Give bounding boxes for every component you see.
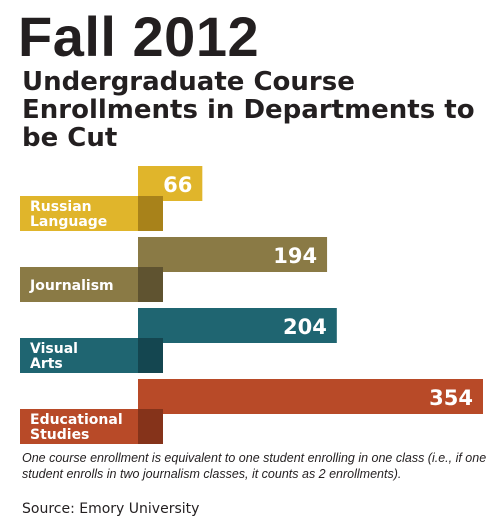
- category-label: Journalism: [29, 278, 114, 294]
- footnote: One course enrollment is equivalent to o…: [22, 451, 487, 481]
- bar: [138, 379, 483, 414]
- category-label-line: Language: [30, 214, 107, 230]
- bar: [138, 308, 337, 343]
- category-label: Visual Arts: [30, 341, 78, 372]
- bar: [138, 237, 328, 272]
- data-label: 66: [163, 173, 192, 197]
- bar-group: 194 Journalism: [20, 237, 328, 302]
- source-credit: Source: Emory University: [22, 501, 200, 517]
- category-label: Russian Language: [30, 199, 107, 230]
- data-label: 194: [273, 244, 317, 268]
- chart-subtitle: Undergraduate Course Enrollments in Depa…: [22, 67, 475, 153]
- category-label-line: Russian: [30, 199, 92, 215]
- bar-group: 354 Educational Studies: [20, 379, 483, 444]
- category-label-line: Visual: [30, 341, 78, 357]
- category-label-line: Educational: [30, 412, 123, 428]
- bar-chart: 66 Russian Language 194 Journalism 204 Visual A…: [20, 166, 483, 444]
- data-label: 354: [429, 386, 473, 410]
- chart-title: Fall 2012: [18, 5, 260, 68]
- category-label-line: Arts: [30, 356, 63, 372]
- category-label: Educational Studies: [30, 412, 123, 443]
- bar-group: 66 Russian Language: [20, 166, 203, 231]
- data-label: 204: [283, 315, 327, 339]
- ribbon-fold-shadow: [138, 338, 163, 373]
- category-label-line: Journalism: [29, 278, 114, 294]
- ribbon-fold-shadow: [138, 267, 163, 302]
- category-label-line: Studies: [30, 427, 89, 443]
- bar-group: 204 Visual Arts: [20, 308, 337, 373]
- bar: [138, 166, 203, 201]
- ribbon-fold-shadow: [138, 409, 163, 444]
- ribbon-fold-shadow: [138, 196, 163, 231]
